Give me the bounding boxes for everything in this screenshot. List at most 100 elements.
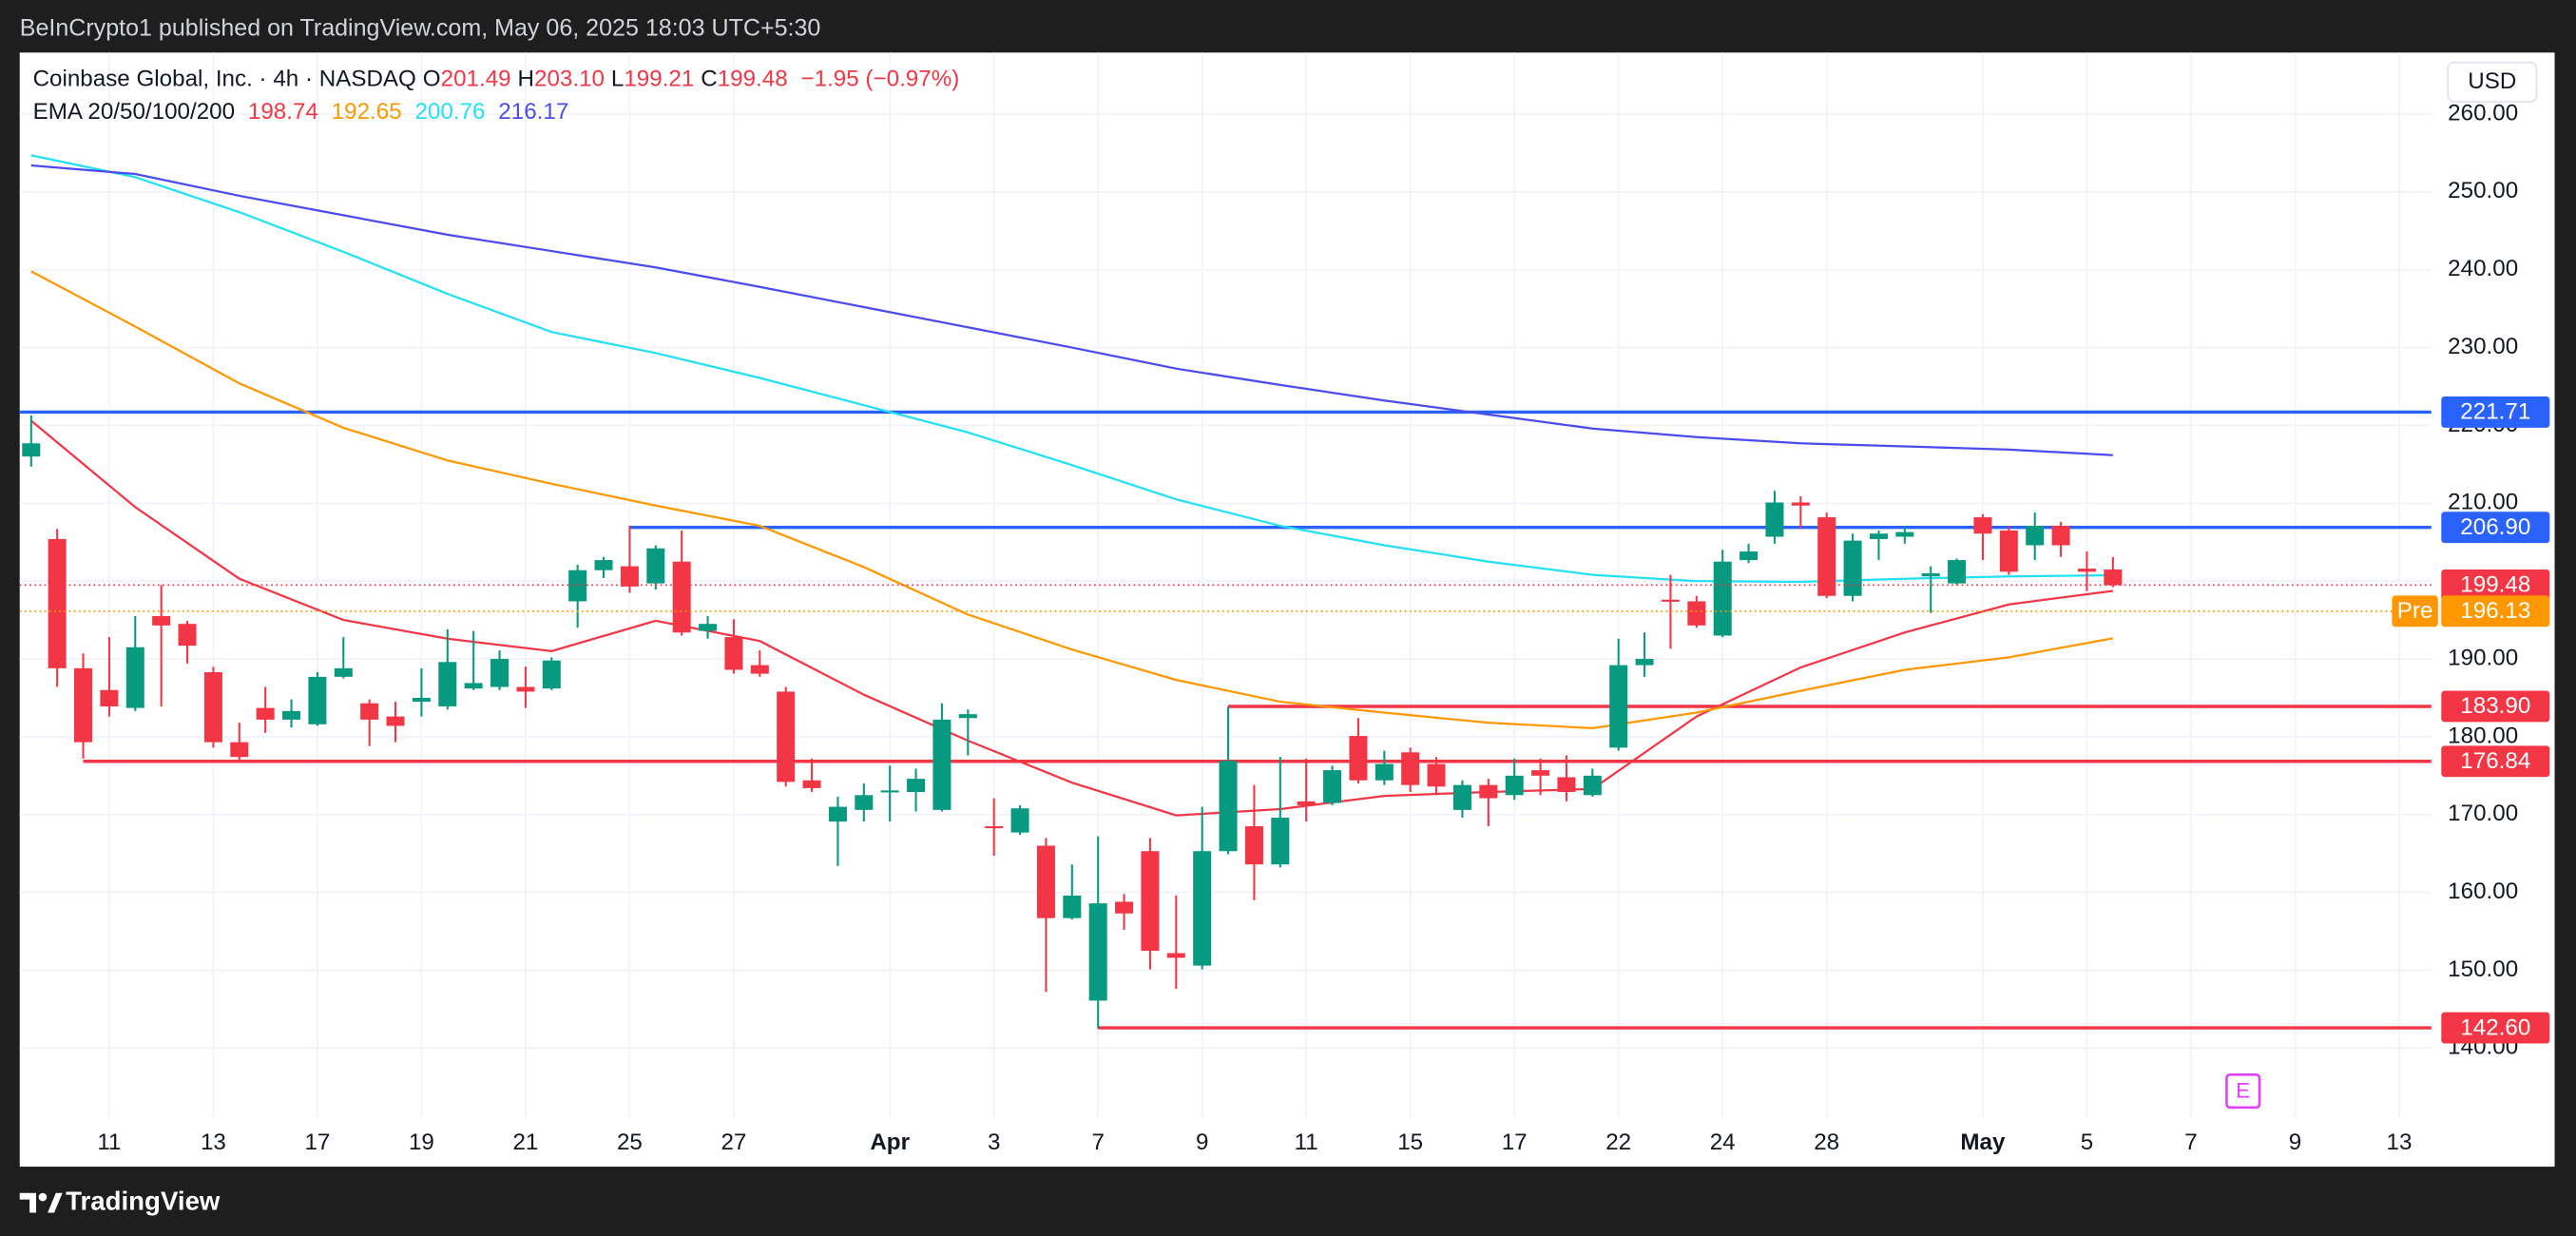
candle-body xyxy=(464,683,483,689)
candle-body xyxy=(1635,659,1654,666)
candle-body xyxy=(1244,826,1263,865)
candle-body xyxy=(178,624,197,647)
candle-body xyxy=(1063,895,1082,918)
level-box xyxy=(2441,1012,2550,1044)
candle-body xyxy=(516,686,535,692)
x-tick-label: Apr xyxy=(870,1130,910,1155)
candle-body xyxy=(22,443,41,457)
candle-body xyxy=(1791,502,1810,506)
candle-body xyxy=(958,714,977,719)
candle-body xyxy=(1219,761,1238,852)
candle-body xyxy=(1141,851,1160,952)
ohlc-value: 203.10 xyxy=(534,67,605,92)
candle-body xyxy=(1973,517,1992,534)
level-box xyxy=(2441,396,2550,428)
candle-body xyxy=(1166,953,1185,958)
publish-header: BeInCrypto1 published on TradingView.com… xyxy=(20,15,821,42)
candle-body xyxy=(74,667,93,743)
candle-body xyxy=(1452,784,1471,810)
legend-line: Coinbase Global, Inc. · 4h · NASDAQ O201.… xyxy=(33,67,960,92)
logo-part xyxy=(19,1192,37,1213)
y-tick-label: 150.00 xyxy=(2448,956,2518,982)
candle-body xyxy=(386,716,405,726)
event-marker xyxy=(2225,1072,2261,1110)
candle-body xyxy=(1817,517,1836,596)
x-tick-label: 13 xyxy=(2387,1130,2413,1155)
last-price-box xyxy=(2441,570,2550,601)
candle-body xyxy=(1948,560,1967,584)
x-tick-label: 7 xyxy=(1091,1130,1104,1155)
level-label: 176.84 xyxy=(2460,748,2530,774)
ohlc-key: C xyxy=(701,67,717,92)
x-tick-label: 3 xyxy=(988,1130,1000,1155)
candle-body xyxy=(699,624,718,631)
candle-body xyxy=(1427,763,1446,787)
candle-body xyxy=(1505,775,1524,796)
candle-body xyxy=(880,790,899,793)
x-tick-label: 9 xyxy=(1196,1130,1208,1155)
ema-value: 198.74 xyxy=(248,100,318,126)
candle-body xyxy=(1479,784,1498,799)
x-tick-label: 27 xyxy=(721,1130,746,1155)
candle-body xyxy=(1583,775,1602,796)
candle-body xyxy=(308,676,327,724)
y-tick-label: 170.00 xyxy=(2448,801,2518,826)
ohlc-value: 201.49 xyxy=(441,67,511,92)
x-tick-label: 24 xyxy=(1710,1130,1736,1155)
candle-body xyxy=(1401,752,1420,785)
candle-body xyxy=(1661,599,1680,602)
candle-body xyxy=(282,710,301,720)
premarket-name: Pre xyxy=(2397,598,2433,624)
x-tick-label: 15 xyxy=(1397,1130,1423,1155)
y-tick-label: 210.00 xyxy=(2448,490,2518,515)
candle-body xyxy=(1843,540,1862,596)
candle-body xyxy=(1869,533,1888,539)
currency-button[interactable] xyxy=(2447,61,2538,104)
level-label: 221.71 xyxy=(2460,399,2530,425)
candle-body xyxy=(2051,526,2070,546)
candle-body xyxy=(2104,569,2123,586)
y-tick-label: 180.00 xyxy=(2448,723,2518,748)
level-label: 183.90 xyxy=(2460,693,2530,719)
ohlc-value: 199.48 xyxy=(718,67,788,92)
level-label: 206.90 xyxy=(2460,514,2530,540)
currency[interactable]: USD xyxy=(2468,68,2516,94)
ema-line xyxy=(30,419,2113,817)
grid xyxy=(19,52,2432,1118)
x-tick-label: 11 xyxy=(97,1130,121,1155)
ema-line xyxy=(30,164,2113,456)
premarket-box xyxy=(2441,595,2550,628)
candle-body xyxy=(620,566,639,587)
x-tick-label: 9 xyxy=(2289,1130,2301,1155)
brand: TradingView xyxy=(66,1186,221,1215)
candle-body xyxy=(724,637,743,670)
candle-body xyxy=(1687,601,1706,626)
candle-body xyxy=(1088,903,1107,1001)
candle-body xyxy=(777,691,796,782)
candle-body xyxy=(828,806,847,822)
level-box xyxy=(2441,512,2550,544)
chart-panel xyxy=(19,52,2555,1168)
last-price-label: 199.48 xyxy=(2460,572,2530,598)
ema-value: 192.65 xyxy=(332,100,402,126)
candle-body xyxy=(490,659,509,687)
candle-body xyxy=(1531,770,1550,776)
candle-body xyxy=(334,667,353,677)
ema-line xyxy=(30,270,2114,730)
symbol-title: Coinbase Global, Inc. · 4h · NASDAQ xyxy=(33,67,416,92)
candle-body xyxy=(1115,901,1134,914)
candle-body xyxy=(1999,530,2018,572)
candle-body xyxy=(750,665,769,674)
candle-body xyxy=(360,703,379,720)
candle-body xyxy=(125,647,144,708)
candle-body xyxy=(256,707,275,720)
candle-body xyxy=(100,689,119,706)
x-tick-label: 11 xyxy=(1295,1130,1318,1155)
candle-body xyxy=(932,719,952,810)
x-tick-label: 17 xyxy=(1502,1130,1528,1155)
candle-body xyxy=(203,671,222,743)
ohlc-key: O xyxy=(423,67,441,92)
candle-body xyxy=(855,795,874,810)
